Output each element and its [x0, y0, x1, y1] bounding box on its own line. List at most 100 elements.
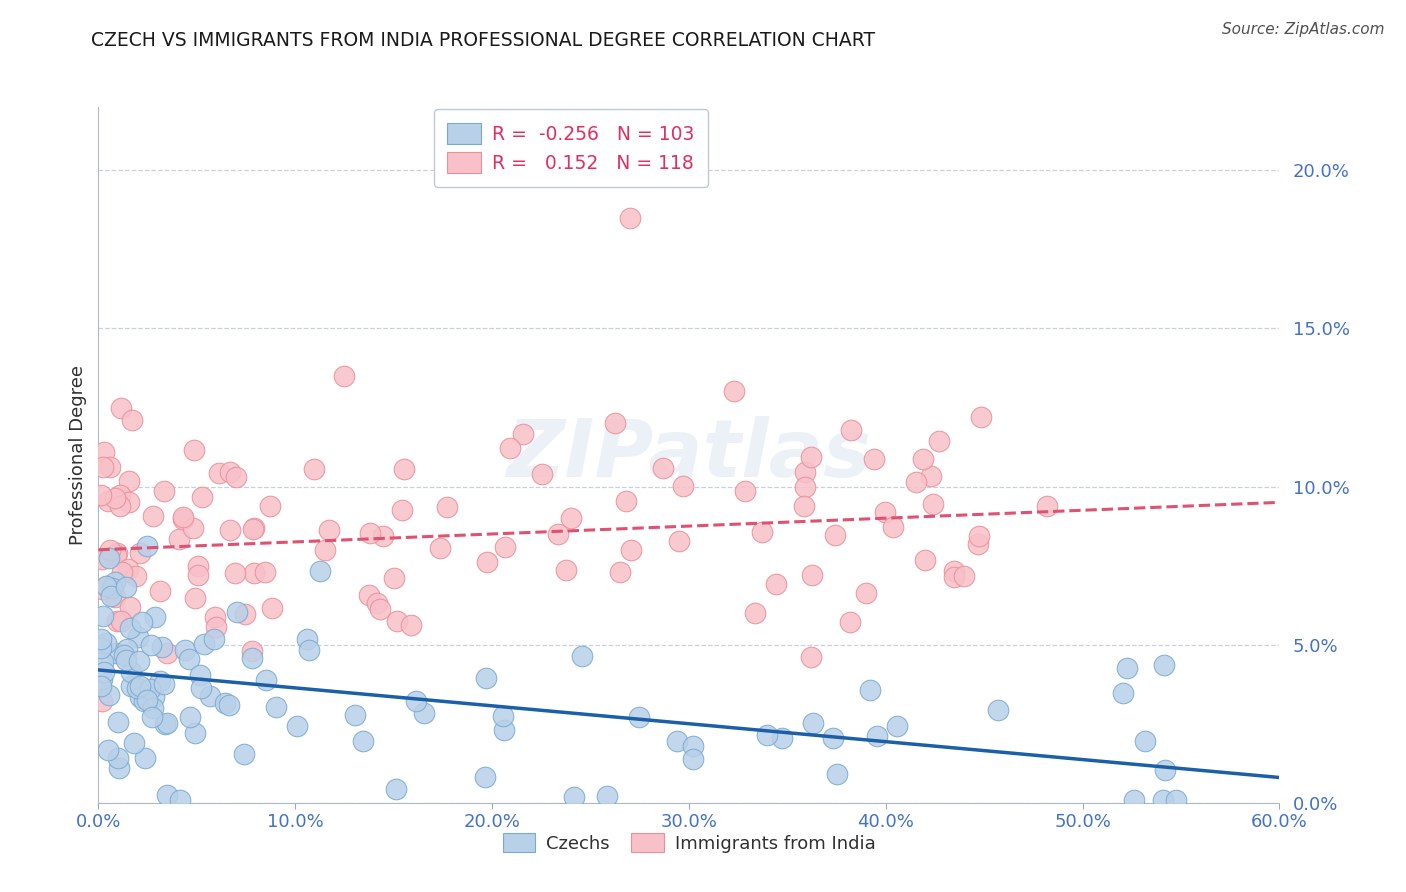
Point — [97, 493, 120, 508]
Point — [127, 630, 149, 644]
Point — [105, 549, 128, 563]
Point — [110, 614, 132, 628]
Point — [652, 461, 675, 475]
Point — [793, 499, 815, 513]
Point — [93, 665, 115, 680]
Point — [149, 673, 172, 688]
Point — [191, 491, 214, 505]
Point — [120, 679, 142, 693]
Point — [169, 792, 191, 806]
Point — [474, 770, 496, 784]
Point — [243, 521, 266, 535]
Point — [184, 591, 207, 606]
Point — [233, 607, 256, 622]
Point — [110, 499, 132, 513]
Point — [530, 467, 553, 482]
Point — [672, 479, 695, 493]
Point — [226, 605, 249, 619]
Point — [827, 767, 849, 781]
Text: CZECH VS IMMIGRANTS FROM INDIA PROFESSIONAL DEGREE CORRELATION CHART: CZECH VS IMMIGRANTS FROM INDIA PROFESSIO… — [91, 31, 876, 50]
Point — [627, 710, 650, 724]
Point — [344, 708, 367, 723]
Point — [156, 716, 179, 731]
Point — [665, 733, 688, 747]
Point — [111, 566, 134, 580]
Point — [385, 781, 408, 796]
Point — [104, 574, 127, 589]
Point — [928, 434, 950, 449]
Point — [183, 521, 205, 535]
Point — [94, 636, 117, 650]
Point — [318, 523, 340, 537]
Point — [104, 590, 127, 604]
Point — [93, 655, 115, 669]
Point — [204, 609, 226, 624]
Point — [91, 459, 114, 474]
Point — [105, 615, 128, 629]
Point — [96, 743, 118, 757]
Point — [177, 652, 200, 666]
Point — [141, 709, 163, 723]
Point — [295, 632, 318, 646]
Point — [131, 615, 153, 629]
Point — [136, 693, 159, 707]
Point — [90, 693, 112, 707]
Point — [110, 488, 132, 502]
Point — [474, 671, 496, 685]
Point — [152, 483, 174, 498]
Point — [352, 734, 374, 748]
Point — [755, 728, 778, 742]
Point — [187, 568, 209, 582]
Point — [262, 600, 284, 615]
Point — [125, 569, 148, 583]
Point — [214, 696, 236, 710]
Point — [91, 608, 114, 623]
Point — [156, 788, 179, 802]
Point — [142, 690, 165, 704]
Point — [90, 632, 112, 646]
Point — [115, 580, 138, 594]
Point — [128, 679, 150, 693]
Point — [190, 681, 212, 695]
Point — [911, 452, 934, 467]
Point — [333, 368, 356, 383]
Point — [135, 539, 157, 553]
Point — [821, 731, 844, 746]
Legend: Czechs, Immigrants from India: Czechs, Immigrants from India — [495, 826, 883, 860]
Point — [264, 699, 287, 714]
Point — [98, 542, 121, 557]
Point — [91, 582, 114, 596]
Point — [314, 542, 336, 557]
Point — [436, 500, 458, 515]
Point — [172, 510, 194, 524]
Point — [987, 703, 1010, 717]
Point — [204, 620, 226, 634]
Point — [173, 643, 195, 657]
Point — [1135, 733, 1157, 747]
Point — [134, 694, 156, 708]
Point — [139, 681, 162, 696]
Point — [218, 698, 240, 713]
Point — [571, 648, 593, 663]
Point — [953, 569, 976, 583]
Point — [920, 468, 942, 483]
Point — [620, 542, 643, 557]
Point — [922, 497, 945, 511]
Point — [492, 708, 515, 723]
Point — [943, 564, 966, 578]
Point — [596, 789, 619, 803]
Point — [128, 546, 150, 560]
Point — [391, 503, 413, 517]
Point — [1152, 792, 1174, 806]
Point — [121, 413, 143, 427]
Point — [242, 522, 264, 536]
Point — [668, 533, 690, 548]
Point — [218, 523, 240, 537]
Point — [112, 648, 135, 662]
Point — [117, 562, 139, 576]
Point — [114, 653, 136, 667]
Point — [824, 527, 846, 541]
Point — [97, 688, 120, 702]
Point — [128, 655, 150, 669]
Point — [392, 462, 415, 476]
